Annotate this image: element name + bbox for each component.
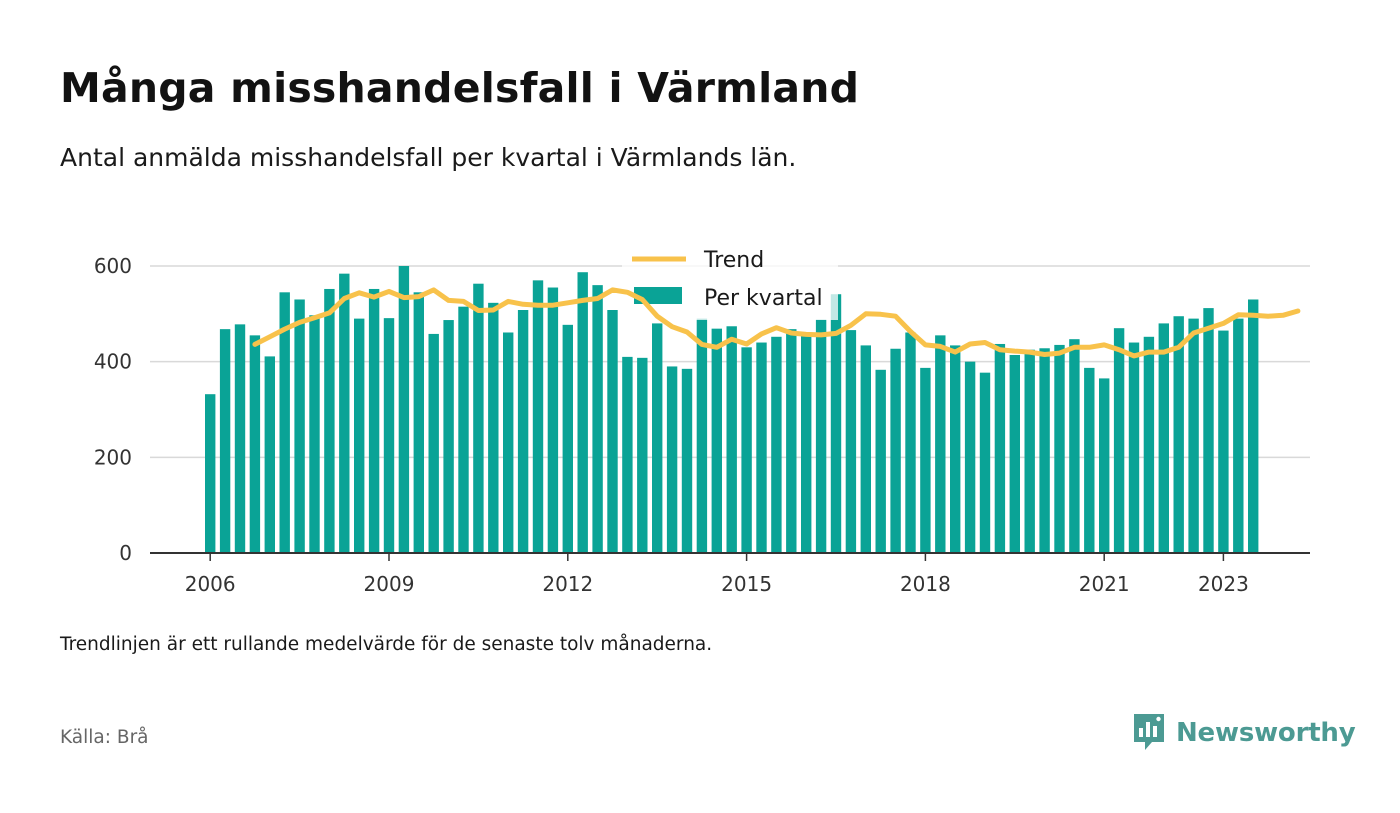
bar bbox=[741, 347, 752, 553]
source-credit: Källa: Brå bbox=[60, 727, 149, 748]
bar bbox=[875, 369, 886, 553]
bar bbox=[920, 367, 931, 553]
bar bbox=[309, 315, 320, 553]
bar bbox=[652, 323, 663, 553]
bar bbox=[979, 372, 991, 553]
bar-chart: Trend Per kvartal 0 200 400 600 2006 2009 201… bbox=[93, 236, 1310, 596]
bar bbox=[473, 283, 484, 553]
legend-label-per-kvartal: Per kvartal bbox=[704, 286, 823, 311]
newsworthy-brand[interactable]: Newsworthy bbox=[1132, 712, 1356, 754]
bar bbox=[428, 333, 439, 553]
bar bbox=[696, 318, 708, 553]
bar bbox=[681, 368, 693, 553]
bar bbox=[383, 318, 395, 553]
bar bbox=[815, 319, 827, 553]
x-tick-label: 2012 bbox=[542, 572, 593, 596]
x-axis-ticks: 2006 2009 2012 2015 2018 2021 2023 bbox=[185, 553, 1249, 596]
bar bbox=[756, 342, 767, 553]
bar bbox=[547, 287, 559, 553]
bar bbox=[368, 288, 380, 553]
bar bbox=[860, 345, 871, 553]
bar bbox=[398, 266, 410, 553]
bar bbox=[279, 292, 290, 553]
newsworthy-logo-icon bbox=[1134, 714, 1164, 750]
bar bbox=[786, 329, 797, 553]
bar bbox=[488, 302, 499, 553]
bar bbox=[845, 330, 857, 553]
bar bbox=[935, 335, 946, 553]
bar bbox=[443, 320, 454, 553]
bar bbox=[1128, 342, 1140, 553]
y-tick-label: 600 bbox=[94, 254, 132, 278]
bar bbox=[264, 356, 275, 553]
bar bbox=[1143, 336, 1155, 553]
bar bbox=[964, 361, 976, 553]
bar bbox=[1158, 323, 1169, 553]
bar bbox=[994, 343, 1006, 553]
bar bbox=[1233, 318, 1244, 553]
bar bbox=[637, 357, 648, 553]
bar bbox=[1113, 328, 1125, 553]
bar bbox=[1039, 348, 1050, 553]
bar bbox=[577, 272, 588, 553]
bar bbox=[234, 324, 246, 553]
bar bbox=[1084, 367, 1095, 553]
bar bbox=[666, 366, 678, 553]
bar bbox=[562, 324, 573, 553]
bar bbox=[1009, 354, 1020, 553]
y-tick-label: 400 bbox=[94, 350, 132, 374]
bar bbox=[1248, 299, 1259, 553]
legend-bar-swatch bbox=[634, 287, 682, 304]
x-tick-label: 2006 bbox=[185, 572, 236, 596]
bar bbox=[1054, 344, 1065, 553]
bars bbox=[205, 266, 1259, 553]
bar bbox=[205, 394, 216, 553]
x-tick-label: 2009 bbox=[364, 572, 415, 596]
bar bbox=[324, 288, 335, 553]
legend-label-trend: Trend bbox=[703, 248, 764, 273]
x-tick-label: 2018 bbox=[900, 572, 951, 596]
y-tick-label: 0 bbox=[119, 541, 132, 565]
bar bbox=[801, 334, 812, 553]
x-tick-label: 2015 bbox=[721, 572, 772, 596]
legend-background bbox=[622, 236, 838, 320]
bar bbox=[1069, 339, 1080, 553]
bar bbox=[830, 294, 842, 553]
legend: Trend Per kvartal bbox=[622, 236, 838, 320]
x-tick-label: 2023 bbox=[1198, 572, 1249, 596]
bar bbox=[503, 332, 514, 553]
bar bbox=[413, 292, 424, 553]
bar bbox=[339, 273, 350, 553]
bar bbox=[771, 336, 782, 553]
bar bbox=[905, 332, 916, 553]
brand-name: Newsworthy bbox=[1176, 718, 1356, 748]
chart-note: Trendlinjen är ett rullande medelvärde f… bbox=[60, 634, 713, 655]
bar bbox=[249, 335, 261, 553]
bar bbox=[950, 345, 961, 553]
chart-title: Många misshandelsfall i Värmland bbox=[60, 64, 860, 112]
bar bbox=[517, 310, 529, 553]
bar bbox=[1188, 318, 1199, 553]
chart-subtitle: Antal anmälda misshandelsfall per kvarta… bbox=[60, 143, 797, 172]
y-tick-label: 200 bbox=[94, 445, 132, 469]
bar bbox=[622, 356, 633, 553]
bar bbox=[1173, 316, 1184, 553]
bar bbox=[354, 318, 365, 553]
bar bbox=[1024, 349, 1035, 553]
trend-line bbox=[252, 287, 1301, 359]
bar bbox=[458, 306, 469, 553]
bar bbox=[726, 326, 737, 553]
x-tick-label: 2021 bbox=[1079, 572, 1130, 596]
bar bbox=[532, 280, 544, 553]
bar bbox=[294, 299, 305, 553]
bar bbox=[219, 329, 231, 553]
bar bbox=[592, 285, 603, 553]
bar bbox=[890, 348, 901, 553]
y-axis-ticks: 0 200 400 600 bbox=[94, 254, 132, 565]
bar bbox=[607, 310, 618, 553]
bar bbox=[1099, 378, 1110, 553]
bar bbox=[711, 328, 722, 553]
bar bbox=[1203, 308, 1214, 553]
bar bbox=[1218, 330, 1229, 553]
